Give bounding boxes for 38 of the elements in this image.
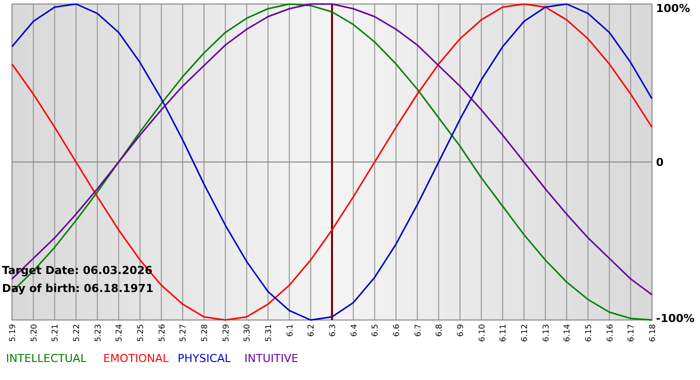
x-tick-label: 6.3 (328, 324, 337, 337)
y-tick-label: 0 (656, 156, 664, 169)
x-tick-label: 6.1 (285, 324, 294, 337)
x-tick-label: 6.5 (370, 324, 380, 337)
x-tick-label: 5.21 (50, 324, 60, 342)
x-tick-label: 5.25 (136, 324, 145, 342)
x-tick-label: 5.30 (242, 324, 252, 342)
x-tick-label: 5.29 (221, 324, 230, 342)
x-tick-label: 5.26 (157, 324, 166, 342)
x-tick-label: 6.14 (562, 324, 572, 342)
x-tick-label: 6.17 (626, 324, 636, 342)
x-tick-label: 5.31 (264, 324, 273, 342)
text: PHYSICAL (178, 352, 232, 365)
text: EMOTIONAL (103, 352, 170, 365)
text: INTELLECTUAL (6, 352, 88, 365)
x-tick-label: 6.4 (349, 324, 358, 337)
x-tick-label: 6.8 (434, 324, 444, 337)
x-tick-label: 5.24 (114, 324, 124, 342)
x-tick-label: 6.18 (648, 324, 657, 342)
x-tick-label: 6.16 (605, 324, 614, 342)
x-tick-label: 5.28 (200, 324, 209, 342)
x-tick-label: 6.11 (498, 324, 508, 342)
x-tick-label: 6.13 (541, 324, 550, 342)
x-tick-label: 6.12 (520, 324, 529, 342)
x-tick-label: 6.10 (477, 324, 486, 342)
x-tick-label: 5.19 (8, 324, 17, 342)
x-tick-label: 6.2 (306, 324, 316, 337)
x-tick-label: 5.23 (93, 324, 102, 342)
x-tick-label: 5.22 (72, 324, 81, 342)
text: INTUITIVE (244, 352, 298, 365)
x-tick-label: 5.20 (29, 324, 38, 342)
y-tick-label: 100% (656, 2, 690, 15)
x-tick-label: 6.6 (392, 324, 401, 337)
x-tick-label: 6.9 (456, 324, 465, 337)
x-tick-label: 5.27 (178, 324, 188, 342)
x-tick-label: 6.7 (413, 324, 422, 337)
y-tick-label: -100% (656, 312, 695, 325)
x-tick-label: 6.15 (584, 324, 593, 342)
